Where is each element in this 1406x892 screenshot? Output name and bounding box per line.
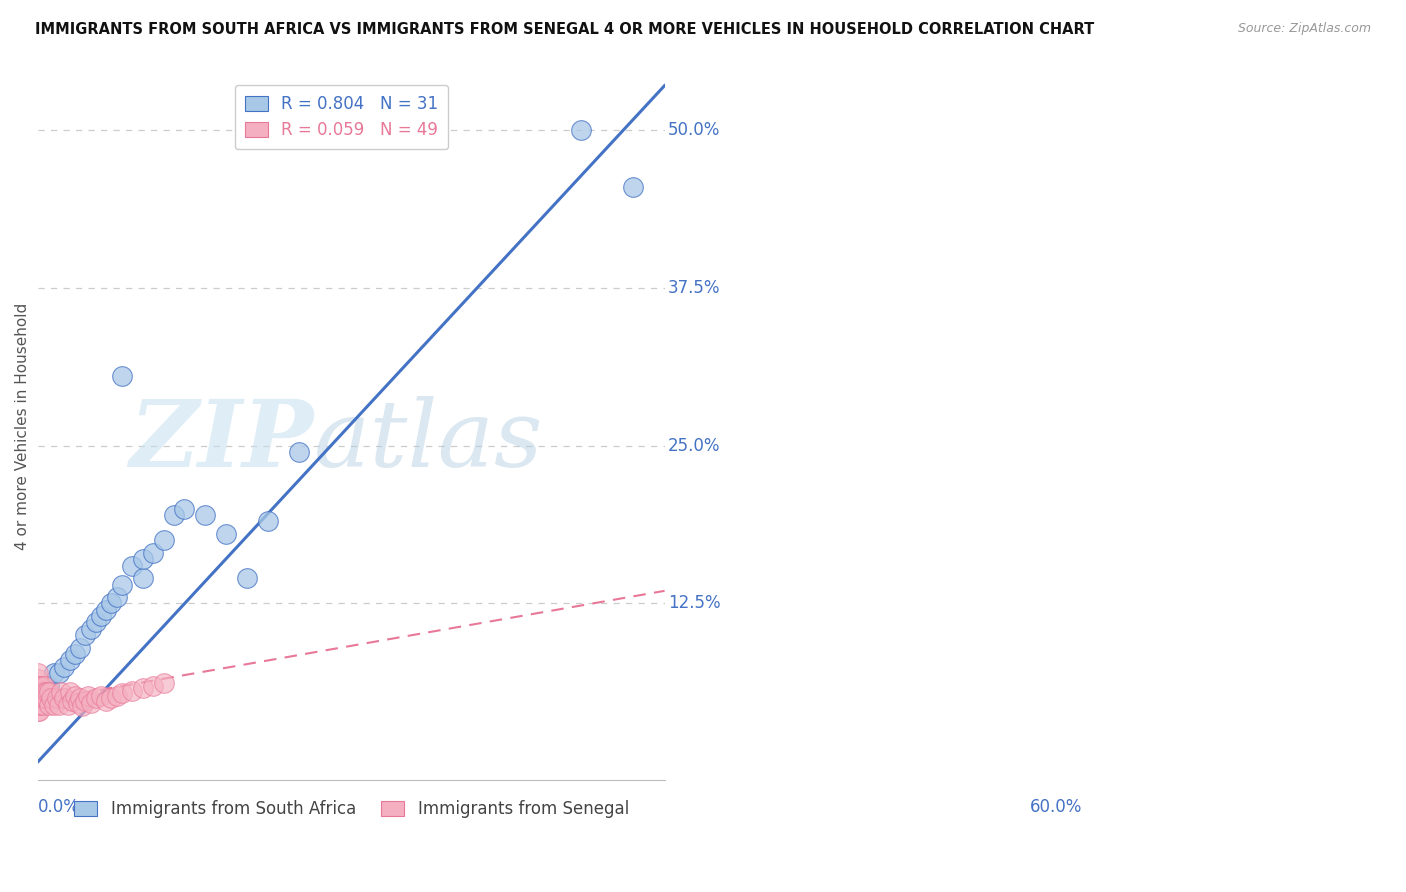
Point [96,603,118,617]
Point [28,691,51,706]
Point [51,685,73,699]
Point [30,685,52,699]
Point [38,698,60,712]
Point [79,622,101,636]
Point [53,691,76,706]
Text: 12.5%: 12.5% [668,594,720,613]
Point [75,628,97,642]
Point [63,647,86,661]
Point [42,698,65,712]
Point [100,597,122,611]
Point [131,681,153,695]
Point [59,653,82,667]
Point [77,689,100,703]
Point [131,552,153,566]
Point [257,514,280,528]
Point [121,683,143,698]
Point [34,685,56,699]
Point [31,685,53,699]
Point [66,696,89,710]
Point [53,659,76,673]
Point [27,665,49,680]
Text: 60.0%: 60.0% [1029,798,1083,816]
Point [27,685,49,699]
Point [236,571,259,585]
Point [27,704,49,718]
Point [152,676,174,690]
Point [32,691,55,706]
Point [27,672,49,686]
Text: 25.0%: 25.0% [668,436,720,455]
Point [30,679,52,693]
Point [105,689,128,703]
Point [30,698,52,712]
Point [59,685,82,699]
Point [34,691,56,706]
Point [32,691,55,706]
Point [173,501,195,516]
Point [288,445,311,459]
Point [152,533,174,548]
Point [142,546,165,560]
Point [27,679,49,693]
Text: IMMIGRANTS FROM SOUTH AFRICA VS IMMIGRANTS FROM SENEGAL 4 OR MORE VEHICLES IN HO: IMMIGRANTS FROM SOUTH AFRICA VS IMMIGRAN… [35,22,1094,37]
Point [75,694,97,708]
Point [70,698,93,713]
Point [90,609,112,624]
Point [569,123,592,137]
Text: Source: ZipAtlas.com: Source: ZipAtlas.com [1237,22,1371,36]
Point [56,698,79,712]
Point [621,179,644,194]
Point [38,679,60,693]
Point [84,691,107,706]
Point [31,698,53,712]
Point [131,571,153,585]
Point [142,679,165,693]
Point [69,640,91,655]
Point [35,685,58,699]
Point [105,590,128,604]
Point [30,691,52,706]
Point [194,508,217,522]
Point [46,691,69,706]
Point [215,527,238,541]
Point [111,577,134,591]
Point [96,694,118,708]
Point [121,558,143,573]
Point [39,691,62,706]
Point [48,698,70,712]
Point [27,691,49,706]
Point [84,615,107,630]
Point [90,689,112,703]
Legend: Immigrants from South Africa, Immigrants from Senegal: Immigrants from South Africa, Immigrants… [67,794,636,825]
Y-axis label: 4 or more Vehicles in Household: 4 or more Vehicles in Household [15,303,30,550]
Point [28,704,51,718]
Point [69,691,91,706]
Text: 50.0%: 50.0% [668,120,720,139]
Point [111,686,134,700]
Point [32,679,55,693]
Point [28,679,51,693]
Point [42,665,65,680]
Text: 0.0%: 0.0% [38,798,80,816]
Point [48,665,70,680]
Point [79,696,101,710]
Point [111,369,134,384]
Text: atlas: atlas [314,396,543,486]
Text: ZIP: ZIP [129,396,314,486]
Text: 37.5%: 37.5% [668,278,720,297]
Point [38,685,60,699]
Point [60,694,83,708]
Point [27,698,49,712]
Point [100,691,122,706]
Point [163,508,186,522]
Point [63,689,86,703]
